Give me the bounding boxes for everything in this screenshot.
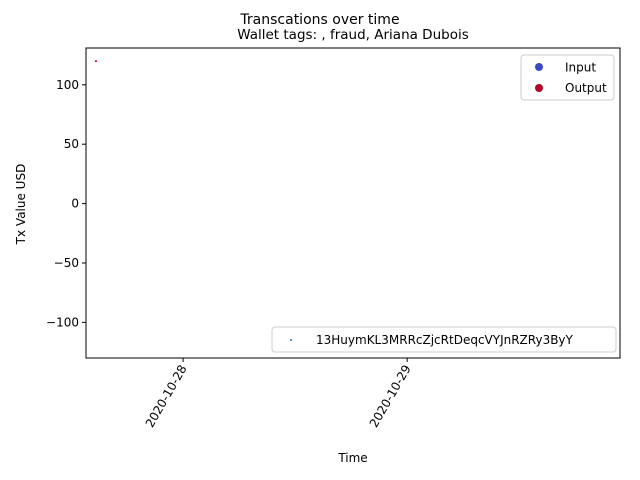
legend-marker-output: [535, 84, 543, 92]
chart-subtitle: Wallet tags: , fraud, Ariana Dubois: [237, 27, 469, 43]
x-tick-label: 2020-10-29: [367, 363, 414, 430]
chart-title: Transcations over time: [239, 12, 399, 28]
legend-frame: [271, 326, 617, 353]
legend-label-wallet: 13HuymKL3MRRcZjcRtDeqcVYJnRZRy3ByY: [316, 333, 574, 347]
y-tick-label: −50: [54, 256, 79, 270]
legend-marker-wallet: [290, 339, 292, 341]
x-tick-label: 2020-10-28: [143, 363, 190, 430]
x-axis-label: Time: [337, 451, 367, 465]
y-tick-label: −100: [46, 315, 79, 329]
legend-type: Input Output: [520, 54, 615, 101]
y-tick-label: 50: [64, 137, 79, 151]
x-axis-ticks: 2020-10-28 2020-10-29: [143, 358, 414, 430]
y-tick-label: 100: [56, 78, 79, 92]
y-axis-ticks: −100 −50 0 50 100: [46, 78, 86, 329]
y-axis-label: Tx Value USD: [14, 164, 28, 246]
legend-label-output: Output: [565, 81, 607, 95]
plot-frame: [85, 47, 621, 359]
legend-marker-input: [535, 63, 543, 71]
y-tick-label: 0: [71, 197, 79, 211]
legend-wallet: 13HuymKL3MRRcZjcRtDeqcVYJnRZRy3ByY: [271, 326, 617, 353]
data-point: [94, 60, 97, 63]
legend-label-input: Input: [565, 61, 596, 75]
legend-frame: [520, 54, 615, 101]
data-points: [94, 60, 97, 63]
